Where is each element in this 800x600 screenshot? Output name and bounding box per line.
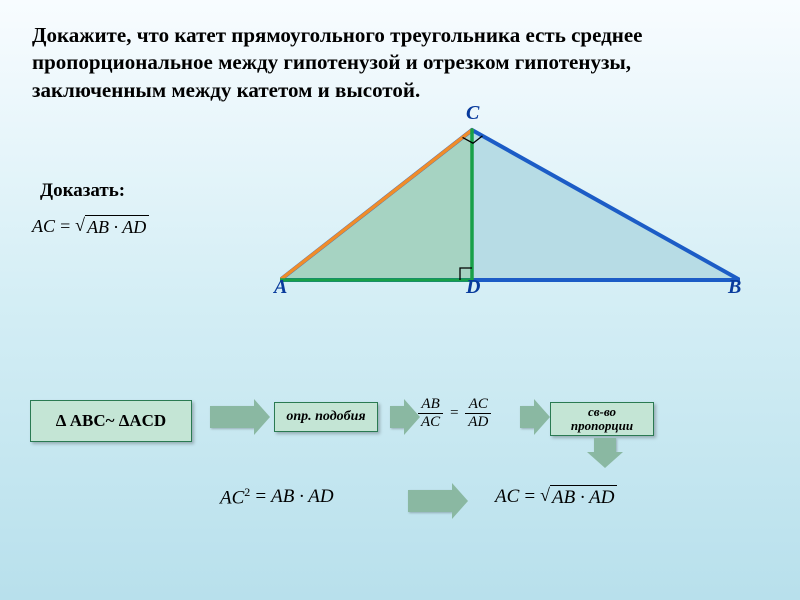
sqrt-icon: √ AB · AD	[75, 215, 149, 238]
proportion-formula: AB AC = AC AD	[418, 396, 491, 431]
squared-formula: AC2 = AB · AD	[220, 485, 334, 509]
arrow-down-icon	[594, 438, 616, 452]
arrow-icon	[390, 406, 404, 428]
sqrt-body: AB · AD	[550, 485, 617, 509]
equals: =	[449, 405, 459, 422]
arrow-icon	[210, 406, 254, 428]
problem-statement: Докажите, что катет прямоугольного треуг…	[32, 22, 768, 104]
equals: =	[59, 216, 71, 237]
frac-bot: AD	[465, 413, 491, 431]
arrow-icon	[408, 490, 452, 512]
vertex-d-label: D	[466, 276, 480, 299]
arrow-icon	[520, 406, 534, 428]
formula-rhs: AB · AD	[271, 486, 333, 508]
box-similarity: Δ ABC~ ΔACD	[30, 400, 192, 442]
formula-lhs: AC	[220, 487, 244, 508]
formula-lhs: AC	[32, 216, 55, 237]
equals: =	[254, 486, 267, 508]
equals: =	[523, 486, 536, 508]
triangle-diagram: A B C D	[280, 100, 740, 300]
vertex-a-label: A	[274, 276, 287, 299]
vertex-c-label: C	[466, 102, 479, 125]
frac-bot: AC	[418, 413, 443, 431]
sqrt-icon: √ AB · AD	[540, 485, 617, 509]
box-similarity-def: опр. подобия	[274, 402, 378, 432]
sqrt-body: AB · AD	[85, 215, 149, 238]
vertex-b-label: B	[728, 276, 741, 299]
prove-formula: AC = √ AB · AD	[32, 215, 149, 238]
final-formula: AC = √ AB · AD	[495, 485, 617, 509]
formula-lhs: AC	[495, 486, 519, 508]
frac-top: AB	[418, 396, 442, 413]
box-proportion-prop: св-во пропорции	[550, 402, 654, 436]
frac-top: AC	[466, 396, 491, 413]
prove-label: Доказать:	[40, 180, 125, 202]
